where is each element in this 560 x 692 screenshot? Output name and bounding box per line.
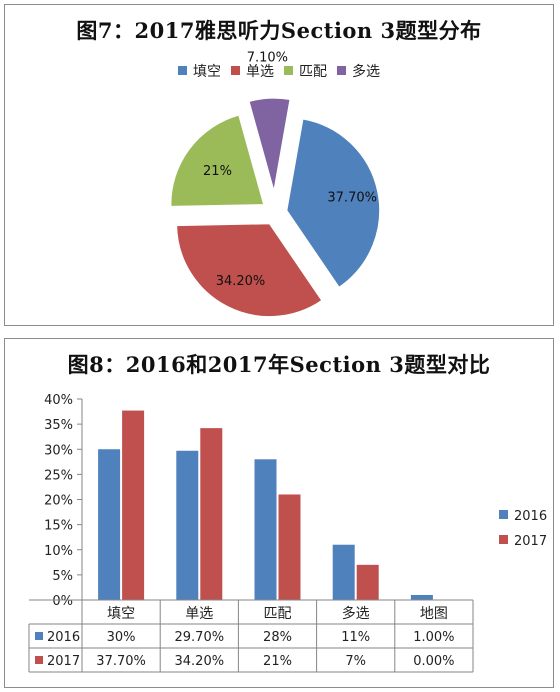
- bar-legend-item: 2016: [499, 509, 547, 524]
- pie-legend-item: 匹配: [284, 61, 327, 81]
- y-tick-label: 35%: [44, 418, 73, 433]
- pie-slice: [170, 114, 265, 208]
- y-tick-label: 25%: [44, 468, 73, 483]
- legend-swatch: [499, 535, 508, 544]
- category-label: 多选: [342, 605, 370, 622]
- pie-legend-item: 多选: [337, 61, 380, 81]
- bar-2017: [278, 494, 301, 600]
- pie-data-label: 7.10%: [247, 50, 288, 65]
- pie-data-label: 21%: [203, 164, 232, 179]
- table-legend-key: [35, 656, 43, 664]
- legend-swatch: [231, 66, 240, 75]
- bar-chart-title: 图8：2016和2017年Section 3题型对比: [67, 352, 491, 377]
- category-label: 填空: [107, 606, 135, 622]
- bar-chart-panel: 图8：2016和2017年Section 3题型对比 0% 5% 10% 15% 20%…: [4, 338, 554, 688]
- pie-slice: [175, 223, 323, 318]
- table-legend-key: [35, 632, 43, 640]
- table-cell: 28%: [263, 630, 292, 645]
- pie-legend-item: 填空: [178, 61, 221, 81]
- y-tick-label: 0%: [52, 594, 73, 609]
- pie-slice: [248, 97, 291, 192]
- table-series-name: 2017: [47, 654, 80, 669]
- pie-chart-panel: 图7：2017雅思听力Section 3题型分布 填空 单选 匹配 多选 37.70%…: [4, 4, 554, 326]
- table-cell: 11%: [341, 630, 370, 645]
- pie-data-label: 37.70%: [327, 190, 377, 205]
- pie-legend-item: 单选: [231, 61, 274, 81]
- legend-label: 填空: [193, 64, 221, 80]
- legend-swatch: [337, 66, 346, 75]
- table-cell: 37.70%: [96, 654, 146, 669]
- table-series-name: 2016: [47, 630, 80, 645]
- y-tick-label: 20%: [44, 494, 73, 509]
- category-label: 地图: [420, 606, 448, 622]
- bar-legend: 2016 2017: [499, 509, 547, 559]
- category-label: 单选: [185, 606, 213, 622]
- y-tick-label: 5%: [52, 569, 73, 584]
- y-tick-label: 30%: [44, 443, 73, 458]
- bar-2017: [200, 428, 223, 600]
- pie-slice: [286, 118, 381, 289]
- bar-chart: 0% 5% 10% 15% 20% 25% 30% 35% 40% 填空 单选 匹配 多选 地图 2016 3…: [28, 393, 474, 673]
- legend-label: 单选: [246, 64, 274, 80]
- table-cell: 0.00%: [413, 654, 454, 669]
- bar-2016: [332, 544, 355, 600]
- bar-2016: [410, 594, 433, 600]
- bar-2016: [98, 449, 121, 600]
- legend-label: 2017: [514, 534, 548, 549]
- legend-label: 多选: [352, 64, 380, 80]
- table-cell: 30%: [107, 630, 136, 645]
- pie-data-label: 34.20%: [216, 274, 266, 289]
- bar-2016: [254, 459, 277, 600]
- table-cell: 29.70%: [175, 630, 225, 645]
- bar-2017: [122, 410, 145, 600]
- table-cell: 34.20%: [175, 654, 225, 669]
- y-tick-label: 40%: [44, 393, 73, 408]
- category-label: 匹配: [264, 606, 292, 622]
- legend-swatch: [499, 510, 508, 519]
- legend-swatch: [284, 66, 293, 75]
- pie-legend: 填空 单选 匹配 多选: [5, 61, 553, 81]
- table-cell: 1.00%: [413, 630, 454, 645]
- pie-chart: 37.70% 34.20% 21% 7.10%: [170, 50, 381, 318]
- pie-chart-title: 图7：2017雅思听力Section 3题型分布: [76, 18, 482, 43]
- bar-2016: [176, 450, 199, 600]
- y-tick-label: 10%: [44, 544, 73, 559]
- table-cell: 21%: [263, 654, 292, 669]
- legend-label: 匹配: [299, 64, 327, 80]
- bar-legend-item: 2017: [499, 534, 547, 549]
- legend-label: 2016: [514, 509, 548, 524]
- table-cell: 7%: [345, 654, 366, 669]
- bar-2017: [356, 564, 379, 600]
- y-tick-label: 15%: [44, 519, 73, 534]
- legend-swatch: [178, 66, 187, 75]
